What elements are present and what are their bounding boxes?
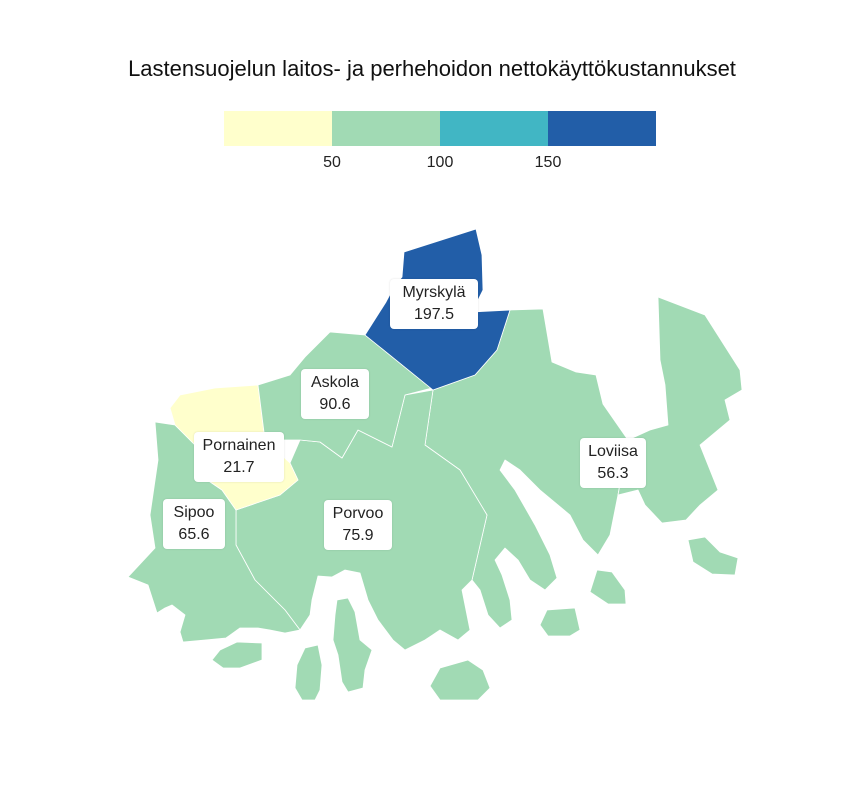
legend-tick-150: 150 — [534, 154, 562, 171]
label-askola-name: Askola — [310, 374, 360, 391]
legend-tick-100: 100 — [426, 154, 454, 171]
label-sipoo: Sipoo 65.6 — [163, 499, 225, 549]
label-sipoo-name: Sipoo — [173, 504, 215, 521]
legend-bin-4 — [548, 111, 656, 146]
label-askola-value: 90.6 — [319, 396, 351, 413]
label-porvoo-name: Porvoo — [332, 505, 384, 522]
label-loviisa-value: 56.3 — [597, 465, 629, 482]
label-pornainen: Pornainen 21.7 — [194, 432, 284, 482]
label-pornainen-value: 21.7 — [223, 459, 255, 476]
legend-bin-3 — [440, 111, 548, 146]
label-sipoo-value: 65.6 — [178, 526, 210, 543]
legend-bin-2 — [332, 111, 440, 146]
label-pornainen-name: Pornainen — [202, 437, 276, 454]
color-legend — [224, 111, 656, 146]
map-title: Lastensuojelun laitos- ja perhehoidon ne… — [128, 56, 736, 81]
label-myrskyla: Myrskylä 197.5 — [390, 279, 478, 329]
label-myrskyla-name: Myrskylä — [402, 284, 466, 301]
label-loviisa-name: Loviisa — [588, 443, 638, 460]
label-loviisa: Loviisa 56.3 — [580, 438, 646, 488]
label-porvoo-value: 75.9 — [342, 527, 374, 544]
legend-bin-1 — [224, 111, 332, 146]
label-myrskyla-value: 197.5 — [413, 306, 455, 323]
legend-tick-50: 50 — [323, 154, 341, 171]
label-porvoo: Porvoo 75.9 — [324, 500, 392, 550]
label-askola: Askola 90.6 — [301, 369, 369, 419]
